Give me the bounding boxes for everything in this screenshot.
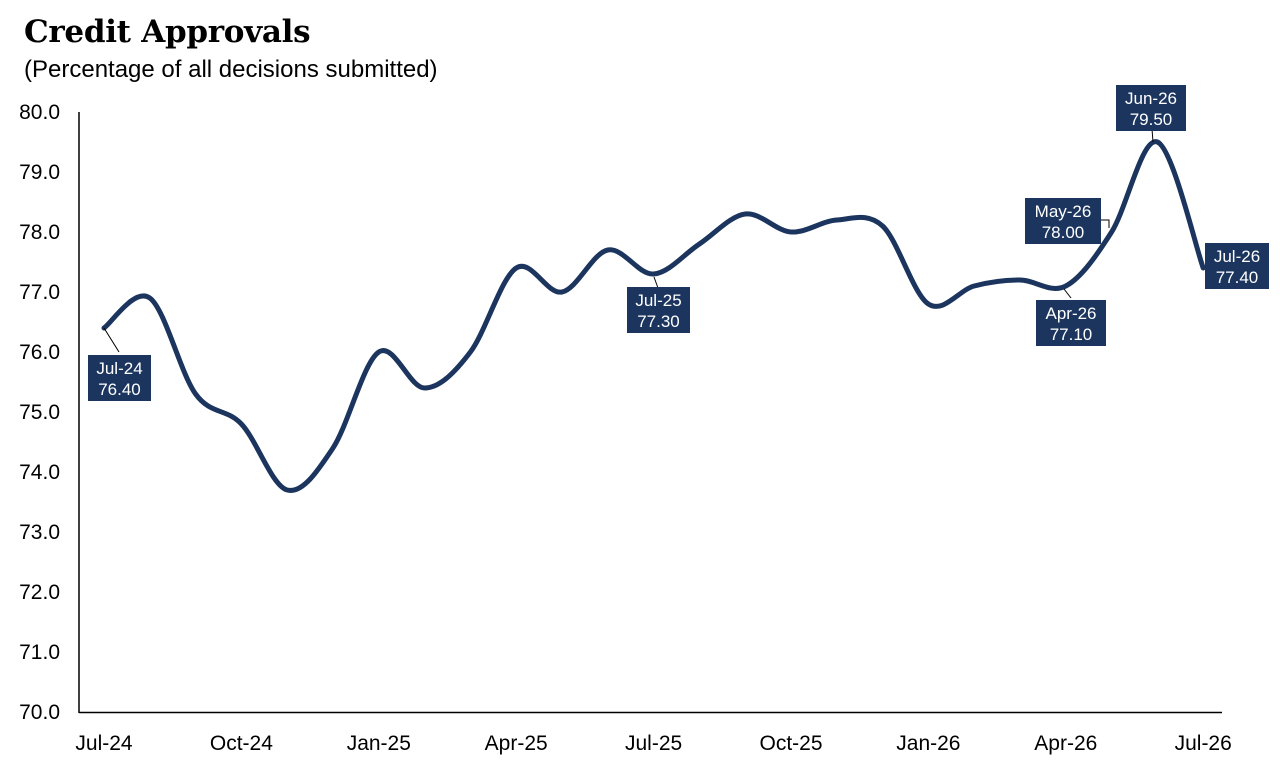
data-label-leader (1101, 219, 1110, 228)
data-label-value: 79.50 (1130, 110, 1173, 129)
data-label-leader (103, 327, 120, 353)
data-label-date: Jul-26 (1214, 247, 1260, 266)
y-tick-label: 72.0 (19, 581, 60, 604)
y-tick-label: 74.0 (19, 461, 60, 484)
data-label-box (1205, 243, 1269, 289)
x-tick-label: Apr-26 (1034, 732, 1097, 755)
chart-title: Credit Approvals (24, 14, 311, 50)
x-tick-label: Oct-24 (210, 732, 273, 755)
data-label-value: 78.00 (1042, 223, 1085, 242)
data-label-leader (653, 276, 659, 289)
y-tick-label: 75.0 (19, 401, 60, 424)
y-tick-label: 76.0 (19, 341, 60, 364)
x-tick-label: Jul-26 (1175, 732, 1232, 755)
x-tick-label: Jul-25 (625, 732, 682, 755)
x-tick-label: Jan-26 (896, 732, 960, 755)
y-tick-label: 73.0 (19, 521, 60, 544)
data-label-date: May-26 (1035, 202, 1092, 221)
x-tick-label: Apr-25 (485, 732, 548, 755)
y-tick-label: 70.0 (19, 701, 60, 724)
data-label-value: 77.40 (1216, 268, 1259, 287)
data-label-box (1036, 300, 1106, 346)
series-line (101, 139, 1206, 493)
data-label-date: Jul-24 (96, 359, 142, 378)
data-label-value: 77.30 (637, 312, 680, 331)
data-label-value: 77.10 (1050, 325, 1093, 344)
data-label-box (88, 355, 151, 401)
x-tick-label: Jul-24 (75, 732, 133, 755)
y-tick-label: 79.0 (19, 161, 60, 184)
data-label-box (627, 287, 690, 333)
data-label-box (1116, 85, 1186, 131)
chart-subtitle: (Percentage of all decisions submitted) (24, 56, 438, 83)
y-tick-label: 77.0 (19, 281, 60, 304)
y-tick-label: 78.0 (19, 221, 60, 244)
data-label-date: Jun-26 (1125, 89, 1177, 108)
data-label-leader (1063, 288, 1072, 299)
y-tick-label: 71.0 (19, 641, 60, 664)
data-label-box (1025, 198, 1101, 244)
data-label-value: 76.40 (98, 380, 141, 399)
data-label-leader (1151, 128, 1154, 143)
data-label-date: Jul-25 (635, 291, 681, 310)
x-tick-label: Jan-25 (347, 732, 411, 755)
data-label-date: Apr-26 (1045, 304, 1096, 323)
x-tick-label: Oct-25 (759, 732, 822, 755)
y-tick-label: 80.0 (19, 101, 60, 124)
